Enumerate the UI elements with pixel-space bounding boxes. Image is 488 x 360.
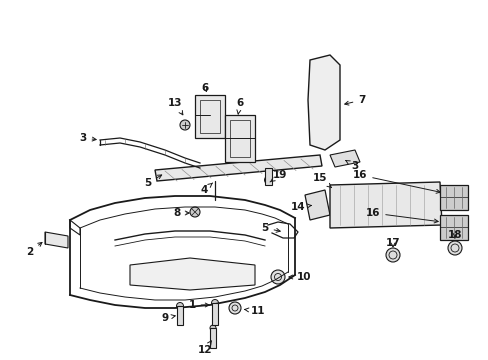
Polygon shape <box>212 303 218 325</box>
Text: 10: 10 <box>288 272 311 282</box>
Text: 5: 5 <box>144 175 162 188</box>
Circle shape <box>447 241 461 255</box>
Circle shape <box>209 325 216 331</box>
Text: 2: 2 <box>26 242 42 257</box>
Text: 3: 3 <box>79 133 96 143</box>
Polygon shape <box>305 190 329 220</box>
Polygon shape <box>264 168 271 185</box>
Polygon shape <box>329 150 359 167</box>
Polygon shape <box>307 55 339 150</box>
Text: 8: 8 <box>173 208 189 218</box>
Text: 4: 4 <box>200 183 212 195</box>
Text: 16: 16 <box>365 208 437 223</box>
Text: 18: 18 <box>447 230 461 240</box>
Polygon shape <box>195 95 224 138</box>
Text: 6: 6 <box>236 98 243 114</box>
Text: 12: 12 <box>197 341 212 355</box>
Polygon shape <box>130 258 254 290</box>
Polygon shape <box>329 182 441 228</box>
Text: 11: 11 <box>244 306 264 316</box>
Circle shape <box>385 248 399 262</box>
Polygon shape <box>439 185 467 210</box>
Text: 7: 7 <box>344 95 365 105</box>
Polygon shape <box>155 155 321 181</box>
Text: 1: 1 <box>188 300 209 310</box>
Text: 5: 5 <box>261 223 280 233</box>
Text: 16: 16 <box>352 170 439 193</box>
Polygon shape <box>224 115 254 162</box>
Polygon shape <box>439 215 467 240</box>
Text: 13: 13 <box>167 98 183 115</box>
Text: 17: 17 <box>385 238 400 248</box>
Circle shape <box>211 300 218 306</box>
Circle shape <box>228 302 241 314</box>
Circle shape <box>264 176 272 184</box>
Circle shape <box>270 270 285 284</box>
Circle shape <box>190 207 200 217</box>
Text: 15: 15 <box>312 173 331 188</box>
Text: 19: 19 <box>269 170 286 182</box>
Text: 6: 6 <box>201 83 208 93</box>
Polygon shape <box>177 306 183 325</box>
Polygon shape <box>209 328 216 348</box>
Circle shape <box>176 302 183 310</box>
Polygon shape <box>45 232 68 248</box>
Text: 9: 9 <box>161 313 175 323</box>
Text: 3: 3 <box>345 161 358 171</box>
Circle shape <box>180 120 190 130</box>
Text: 14: 14 <box>290 202 311 212</box>
